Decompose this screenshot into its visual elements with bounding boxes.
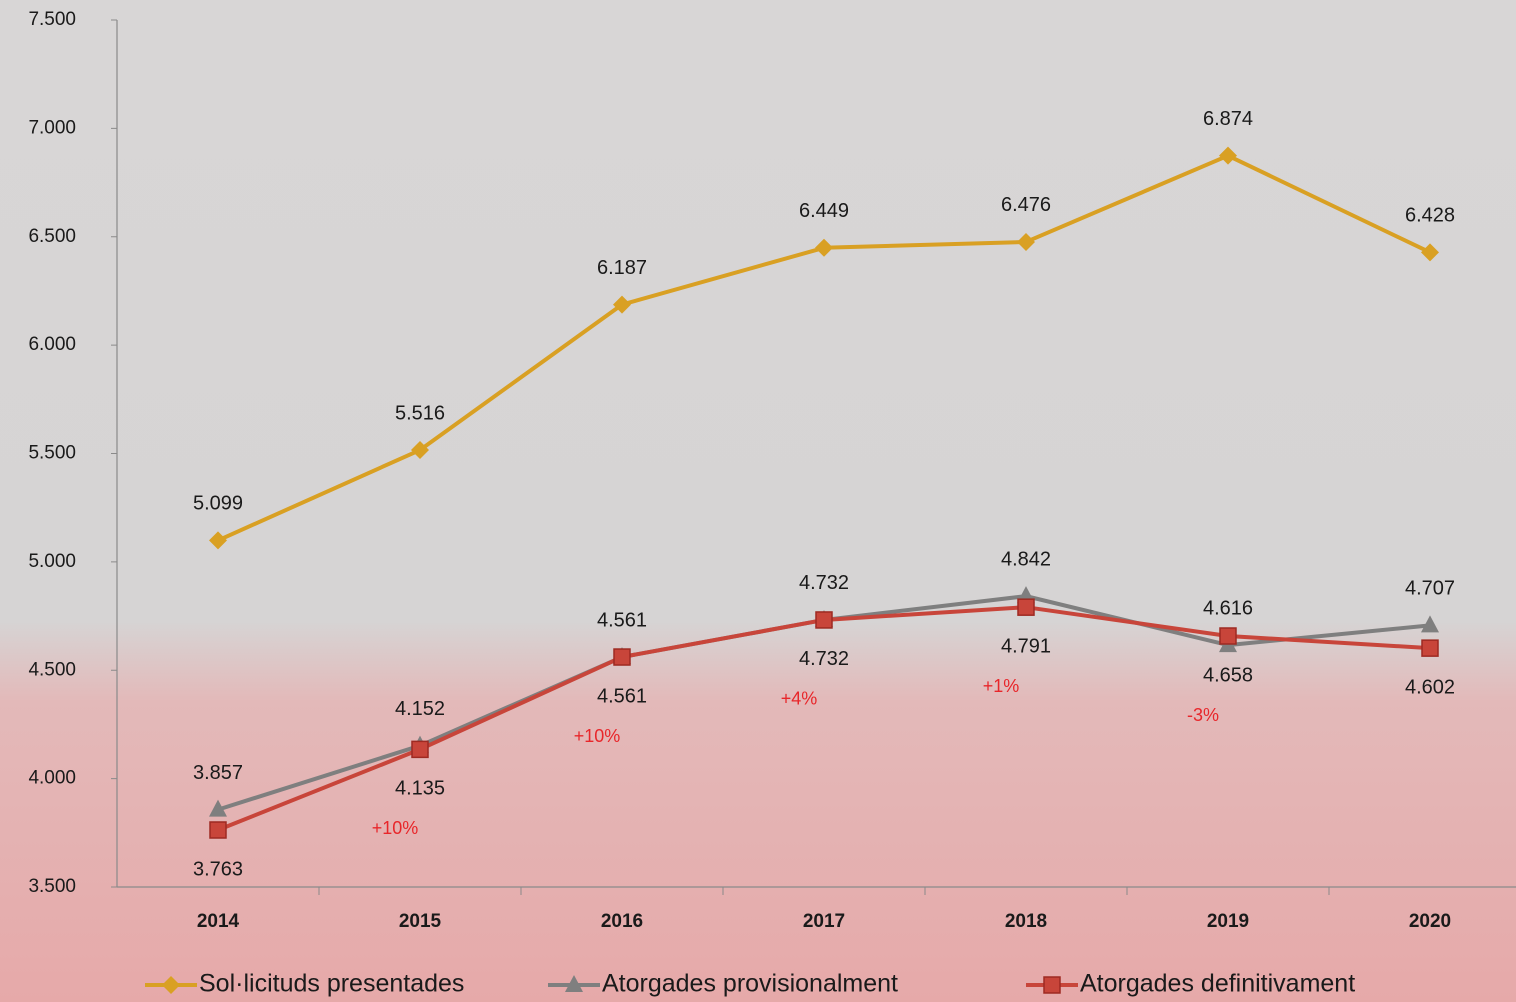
data-label: 6.874 — [1203, 108, 1253, 130]
data-label: 5.099 — [193, 493, 243, 515]
y-tick-label: 3.500 — [28, 876, 76, 897]
data-label: 4.561 — [597, 685, 647, 707]
data-label: 6.476 — [1001, 194, 1051, 216]
legend-label: Atorgades definitivament — [1080, 970, 1355, 998]
data-label: 4.842 — [1001, 548, 1051, 570]
marker — [210, 822, 226, 838]
x-tick-label: 2018 — [1005, 911, 1047, 932]
data-label: 4.707 — [1405, 578, 1455, 600]
y-tick-label: 7.000 — [28, 117, 76, 138]
legend-label: Atorgades provisionalment — [602, 970, 898, 998]
y-tick-label: 4.500 — [28, 659, 76, 680]
annotation: -3% — [1187, 705, 1219, 725]
x-tick-label: 2016 — [601, 911, 643, 932]
page: 3.500 4.000 4.500 5.000 5.500 6.000 6.500 7.000… — [0, 0, 1516, 1002]
marker — [1018, 599, 1034, 615]
legend-label: Sol·licituds presentades — [199, 970, 464, 998]
data-label: 3.763 — [193, 858, 243, 880]
y-tick-label: 6.500 — [28, 226, 76, 247]
y-tick-label: 6.000 — [28, 334, 76, 355]
annotation: +4% — [781, 689, 818, 709]
data-label: 4.152 — [395, 698, 445, 720]
data-label: 4.616 — [1203, 597, 1253, 619]
marker — [1219, 147, 1237, 165]
y-tick-label: 7.500 — [28, 9, 76, 30]
annotation: +1% — [983, 676, 1020, 696]
data-label: 4.658 — [1203, 664, 1253, 686]
data-label: 6.187 — [597, 257, 647, 279]
marker — [614, 649, 630, 665]
marker — [1220, 628, 1236, 644]
y-tick-label: 5.500 — [28, 443, 76, 464]
data-label: 3.857 — [193, 762, 243, 784]
marker — [1017, 233, 1035, 251]
data-label: 4.135 — [395, 778, 445, 800]
marker — [209, 531, 227, 549]
data-label: 4.791 — [1001, 635, 1051, 657]
y-tick-label: 5.000 — [28, 551, 76, 572]
data-label: 6.428 — [1405, 205, 1455, 227]
x-tick-label: 2020 — [1409, 911, 1451, 932]
marker — [1421, 615, 1439, 632]
data-label: 4.602 — [1405, 676, 1455, 698]
marker — [412, 741, 428, 757]
x-tick-label: 2015 — [399, 911, 442, 932]
annotation: +10% — [372, 818, 419, 838]
x-tick-label: 2019 — [1207, 911, 1249, 932]
marker — [1421, 243, 1439, 261]
data-label: 4.732 — [799, 572, 849, 594]
data-label: 4.732 — [799, 648, 849, 670]
marker — [816, 612, 832, 628]
x-tick-label: 2017 — [803, 911, 845, 932]
marker — [815, 239, 833, 257]
legend-marker — [1044, 977, 1060, 993]
x-tick-label: 2014 — [197, 911, 240, 932]
legend-marker — [162, 976, 180, 994]
chart: 3.500 4.000 4.500 5.000 5.500 6.000 6.500 7.000… — [0, 0, 1516, 1002]
data-label: 5.516 — [395, 402, 445, 424]
y-tick-label: 4.000 — [28, 768, 76, 789]
data-label: 4.561 — [597, 609, 647, 631]
marker — [1422, 640, 1438, 656]
annotation: +10% — [574, 726, 621, 746]
data-label: 6.449 — [799, 200, 849, 222]
